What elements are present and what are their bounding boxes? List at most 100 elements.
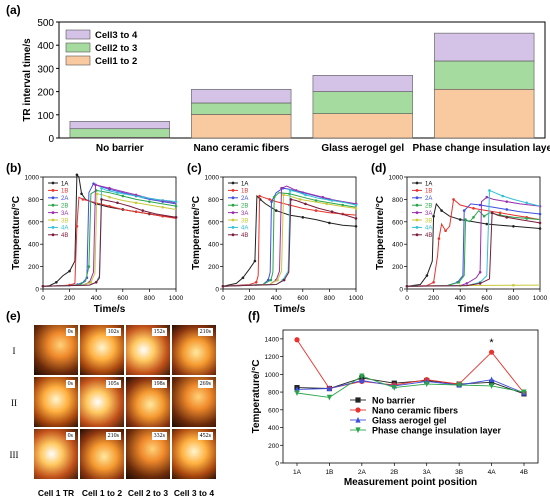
data-point: [478, 282, 482, 285]
series-line: [296, 379, 525, 394]
y-tick-label: 100: [37, 111, 54, 122]
y-tick-label: 1000: [389, 175, 404, 182]
data-point: [55, 280, 58, 284]
x-tick-label: 600: [117, 295, 128, 302]
x-tick-label: 0: [221, 295, 225, 302]
data-point: [174, 204, 178, 208]
legend-marker: [355, 416, 361, 423]
x-tick-label: 600: [481, 295, 492, 302]
legend-label: 3B: [241, 218, 248, 224]
data-point: [174, 200, 178, 203]
data-point: [121, 194, 125, 198]
data-point: [488, 349, 495, 355]
data-point: [505, 208, 509, 211]
legend-label: 3A: [425, 211, 432, 217]
legend-label: 1A: [241, 181, 248, 187]
plot-frame: [406, 176, 541, 290]
legend-label: Glass aerogel gel: [372, 416, 447, 426]
series-line-4b: [222, 198, 357, 287]
data-point: [488, 376, 495, 383]
data-point: [253, 259, 257, 263]
x-tick-label: 1A: [293, 469, 302, 476]
legend-marker: [415, 233, 419, 237]
legend-label: 1B: [61, 189, 68, 195]
x-tick-label: 200: [244, 295, 255, 302]
data-point: [80, 192, 83, 196]
legend-marker: [231, 189, 235, 192]
data-point: [314, 199, 318, 202]
data-point: [92, 182, 95, 186]
data-point: [141, 195, 145, 199]
data-point: [108, 204, 111, 208]
series-line-2b: [222, 192, 357, 287]
panel-label-f: (f): [248, 309, 260, 323]
legend-label: 3B: [425, 218, 432, 224]
x-tick-label: 3A: [423, 469, 432, 476]
bar-cell3-to-4: [69, 120, 170, 130]
y-tick-label: 600: [208, 219, 219, 226]
photo-column-label: Cell 1 to 2: [82, 488, 122, 498]
series-line-1a: [222, 194, 357, 287]
data-point: [288, 189, 292, 192]
panel-label-e: (e): [6, 309, 21, 323]
data-point: [81, 198, 85, 201]
y-tick-label: 1000: [25, 175, 40, 182]
y-axis-label: Temperature/°C: [11, 196, 22, 270]
series-line-1b: [406, 198, 541, 287]
legend-label: Phase change insulation layer: [372, 426, 502, 436]
data-point: [485, 195, 489, 199]
data-point: [424, 381, 430, 388]
series-line-4a: [406, 189, 541, 287]
y-tick-label: 0: [215, 287, 219, 294]
data-point: [444, 229, 447, 233]
annotation-star: *: [489, 337, 494, 349]
bar-cell3-to-4: [191, 88, 292, 104]
x-axis-label: Time/s: [274, 304, 306, 315]
legend-marker: [415, 211, 419, 215]
legend-swatch: [65, 42, 91, 53]
y-tick-label: 1400: [265, 336, 280, 343]
legend-marker: [231, 181, 235, 185]
legend-label: 2A: [241, 196, 248, 202]
data-point: [148, 200, 151, 203]
data-point: [289, 198, 293, 201]
legend-marker: [51, 218, 55, 222]
legend-label: 1A: [425, 181, 432, 187]
legend-marker: [231, 233, 235, 237]
data-point: [328, 221, 331, 225]
y-tick-label: 200: [268, 443, 279, 450]
data-point: [512, 283, 515, 287]
legend-label: Cell1 to 2: [95, 56, 137, 67]
legend-marker: [355, 407, 361, 413]
legend-marker: [415, 196, 419, 200]
data-point: [425, 274, 429, 277]
x-tick-label: 400: [91, 295, 102, 302]
legend-label: 4A: [241, 226, 248, 232]
data-point: [294, 390, 300, 397]
y-tick-label: 600: [268, 407, 279, 414]
data-point: [525, 217, 528, 220]
legend-marker: [231, 196, 235, 200]
data-point: [359, 377, 365, 384]
data-point: [440, 209, 443, 212]
chart-b-line: 0 200 400 600 800 1000 0 200 400 600 800 1000 Time/s…: [11, 173, 184, 315]
data-point: [465, 282, 469, 285]
y-tick-label: 200: [208, 264, 219, 271]
panel-label-d: (d): [371, 161, 386, 175]
legend-marker: [415, 226, 419, 229]
legend-label: 3A: [241, 211, 248, 217]
plot-frame: [222, 176, 357, 290]
plot-frame: [58, 21, 546, 139]
data-point: [391, 385, 397, 391]
data-point: [314, 209, 318, 212]
data-point: [488, 189, 491, 192]
x-tick-label: 200: [428, 295, 439, 302]
data-point: [464, 218, 467, 221]
data-point: [272, 195, 276, 199]
legend-marker: [51, 226, 55, 229]
legend-label: 2B: [61, 204, 68, 210]
legend-marker: [415, 203, 419, 207]
data-point: [354, 207, 358, 210]
series-line-4b: [42, 198, 177, 287]
y-tick-label: 500: [37, 18, 54, 29]
